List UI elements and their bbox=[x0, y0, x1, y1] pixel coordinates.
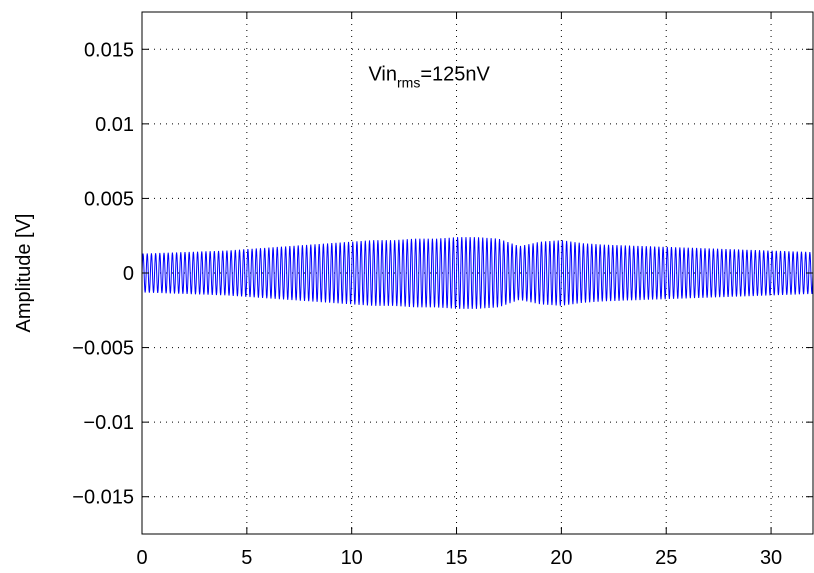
y-tick-label: 0.015 bbox=[84, 39, 134, 61]
annotation-subscript: rms bbox=[397, 75, 420, 91]
annotation-suffix: =125nV bbox=[420, 64, 490, 86]
x-tick-label: 10 bbox=[341, 547, 363, 569]
x-tick-label: 30 bbox=[760, 547, 782, 569]
y-axis-label: Amplitude [V] bbox=[13, 214, 35, 333]
y-tick-label: 0 bbox=[123, 263, 134, 285]
y-tick-label: 0.005 bbox=[84, 188, 134, 210]
y-tick-label: −0.005 bbox=[72, 338, 134, 360]
x-tick-label: 20 bbox=[550, 547, 572, 569]
y-tick-label: −0.01 bbox=[83, 412, 134, 434]
series-line bbox=[141, 237, 814, 309]
x-tick-label: 15 bbox=[445, 547, 467, 569]
x-tick-labels: 0 5 10 15 20 25 30 bbox=[136, 547, 782, 569]
x-tick-label: 25 bbox=[655, 547, 677, 569]
series-layer bbox=[141, 237, 814, 309]
annotation-vin-rms: Vinrms=125nV bbox=[368, 64, 490, 91]
y-tick-label: −0.015 bbox=[72, 487, 134, 509]
annotation-main: Vin bbox=[368, 64, 397, 86]
y-tick-labels: 0.015 0.01 0.005 0 −0.005 −0.01 −0.015 bbox=[72, 39, 134, 508]
x-tick-label: 5 bbox=[241, 547, 252, 569]
y-tick-label: 0.01 bbox=[95, 114, 134, 136]
x-tick-label: 0 bbox=[136, 547, 147, 569]
ticks bbox=[141, 12, 813, 534]
